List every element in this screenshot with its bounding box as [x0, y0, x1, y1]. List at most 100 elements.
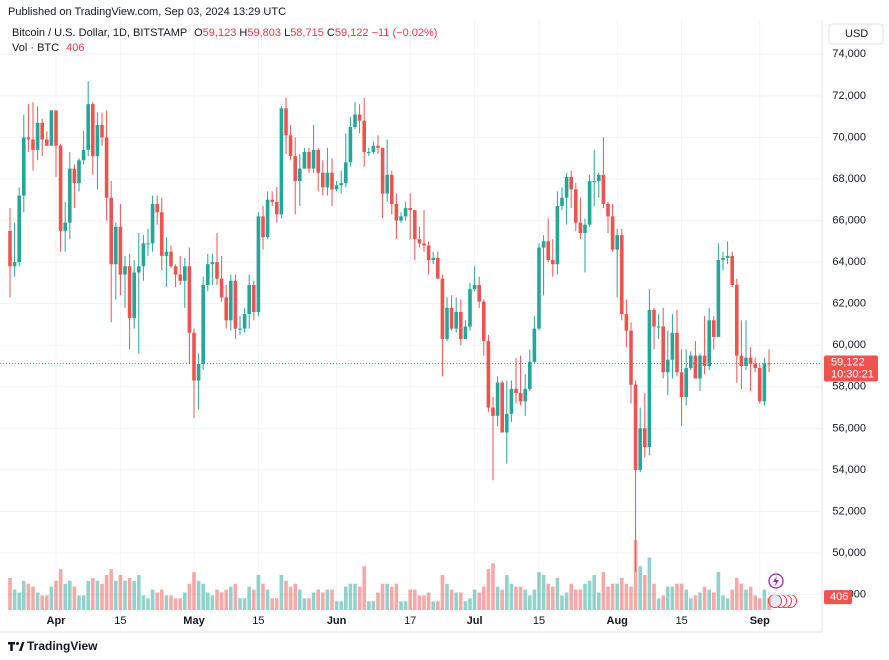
- y-tick-label: 52,000: [832, 505, 866, 517]
- candle-body: [528, 361, 532, 389]
- candle-body: [238, 328, 242, 330]
- candle-body: [261, 216, 265, 238]
- candle-body: [385, 174, 389, 194]
- volume-bar: [215, 589, 219, 610]
- volume-bar: [155, 592, 159, 610]
- volume-bars: [8, 540, 771, 610]
- candle-body: [344, 162, 348, 184]
- volume-bar: [721, 595, 725, 610]
- volume-bar: [482, 586, 486, 610]
- y-tick-label: 50,000: [832, 547, 866, 559]
- currency-box[interactable]: [828, 23, 884, 45]
- candle-body: [509, 388, 514, 414]
- brand-logo: [8, 642, 25, 651]
- candle-body: [564, 176, 569, 198]
- volume-bar: [569, 583, 573, 610]
- volume-bar: [624, 583, 629, 610]
- candle-body: [514, 388, 518, 394]
- candle-body: [403, 208, 408, 217]
- volume-bar: [597, 592, 601, 610]
- volume-bar: [77, 595, 81, 610]
- volume-bar: [629, 586, 633, 610]
- volume-bar: [49, 586, 54, 610]
- volume-bar: [238, 598, 242, 610]
- volume-bar: [426, 592, 431, 610]
- volume-bar: [307, 598, 311, 610]
- volume-bar: [403, 601, 408, 610]
- candle-body: [624, 314, 629, 331]
- y-tick-label: 74,000: [832, 48, 866, 60]
- volume-bar: [132, 580, 136, 610]
- candle-body: [275, 201, 279, 215]
- candle-body: [500, 382, 504, 433]
- candle-body: [477, 284, 481, 302]
- x-tick-label: Sep: [750, 615, 770, 627]
- volume-bar: [500, 589, 504, 610]
- candle-body: [132, 272, 136, 319]
- candle-body: [192, 332, 196, 381]
- volume-bar: [348, 583, 353, 610]
- x-tick-label: Jul: [467, 615, 483, 627]
- volume-bar: [587, 580, 592, 610]
- volume-bar: [45, 595, 49, 610]
- candle-body: [560, 197, 564, 206]
- volume-bar: [12, 589, 17, 610]
- volume-bar: [601, 572, 606, 610]
- volume-bar: [638, 566, 642, 610]
- volume-bar: [339, 601, 343, 610]
- candle-body: [436, 257, 440, 279]
- candle-body: [693, 355, 698, 379]
- volume-bar: [431, 601, 435, 610]
- volume-bar: [468, 598, 472, 610]
- x-tick-label: Jun: [327, 615, 347, 627]
- volume-bar: [528, 595, 532, 610]
- volume-bar: [684, 589, 688, 610]
- candle-body: [49, 110, 54, 146]
- candle-body: [758, 368, 762, 402]
- volume-bar: [169, 595, 173, 610]
- candle-body: [675, 332, 679, 373]
- y-tick-label: 56,000: [832, 422, 866, 434]
- candle-body: [215, 262, 219, 279]
- volume-title: Vol · BTC: [12, 42, 60, 54]
- volume-bar: [555, 577, 560, 610]
- candle-body: [518, 393, 523, 402]
- volume-bar: [606, 586, 610, 610]
- volume-bar: [17, 592, 21, 610]
- candle-body: [362, 120, 366, 152]
- volume-bar: [725, 598, 730, 610]
- candle-body: [486, 341, 491, 408]
- candle-body: [127, 266, 132, 319]
- candle-body: [233, 280, 238, 329]
- volume-bar: [689, 598, 693, 610]
- volume-bar: [224, 589, 228, 610]
- candle-body: [210, 262, 215, 265]
- volume-bar: [477, 592, 481, 610]
- y-tick-label: 60,000: [832, 339, 866, 351]
- volume-bar: [670, 586, 675, 610]
- volume-bar: [652, 583, 656, 610]
- x-tick-label: 15: [533, 615, 545, 627]
- candle-body: [141, 243, 146, 267]
- candle-body: [679, 372, 684, 398]
- volume-bar: [40, 595, 44, 610]
- volume-bar: [58, 569, 63, 610]
- x-tick-label: 17: [404, 615, 416, 627]
- candle-body: [173, 266, 178, 275]
- ohlc-value: 59,123: [202, 27, 237, 39]
- ohlc-value: 59,803: [247, 27, 281, 39]
- candle-body: [219, 278, 224, 298]
- volume-bar: [514, 586, 518, 610]
- volume-bar: [459, 592, 463, 610]
- candle-body: [689, 355, 693, 369]
- volume-bar: [8, 577, 12, 610]
- volume-bar: [118, 575, 123, 610]
- candle-body: [449, 307, 454, 329]
- candle-body: [587, 181, 592, 225]
- candle-body: [224, 297, 228, 321]
- candle-body: [495, 382, 500, 416]
- candle-body: [164, 251, 169, 256]
- x-tick-label: May: [183, 615, 205, 627]
